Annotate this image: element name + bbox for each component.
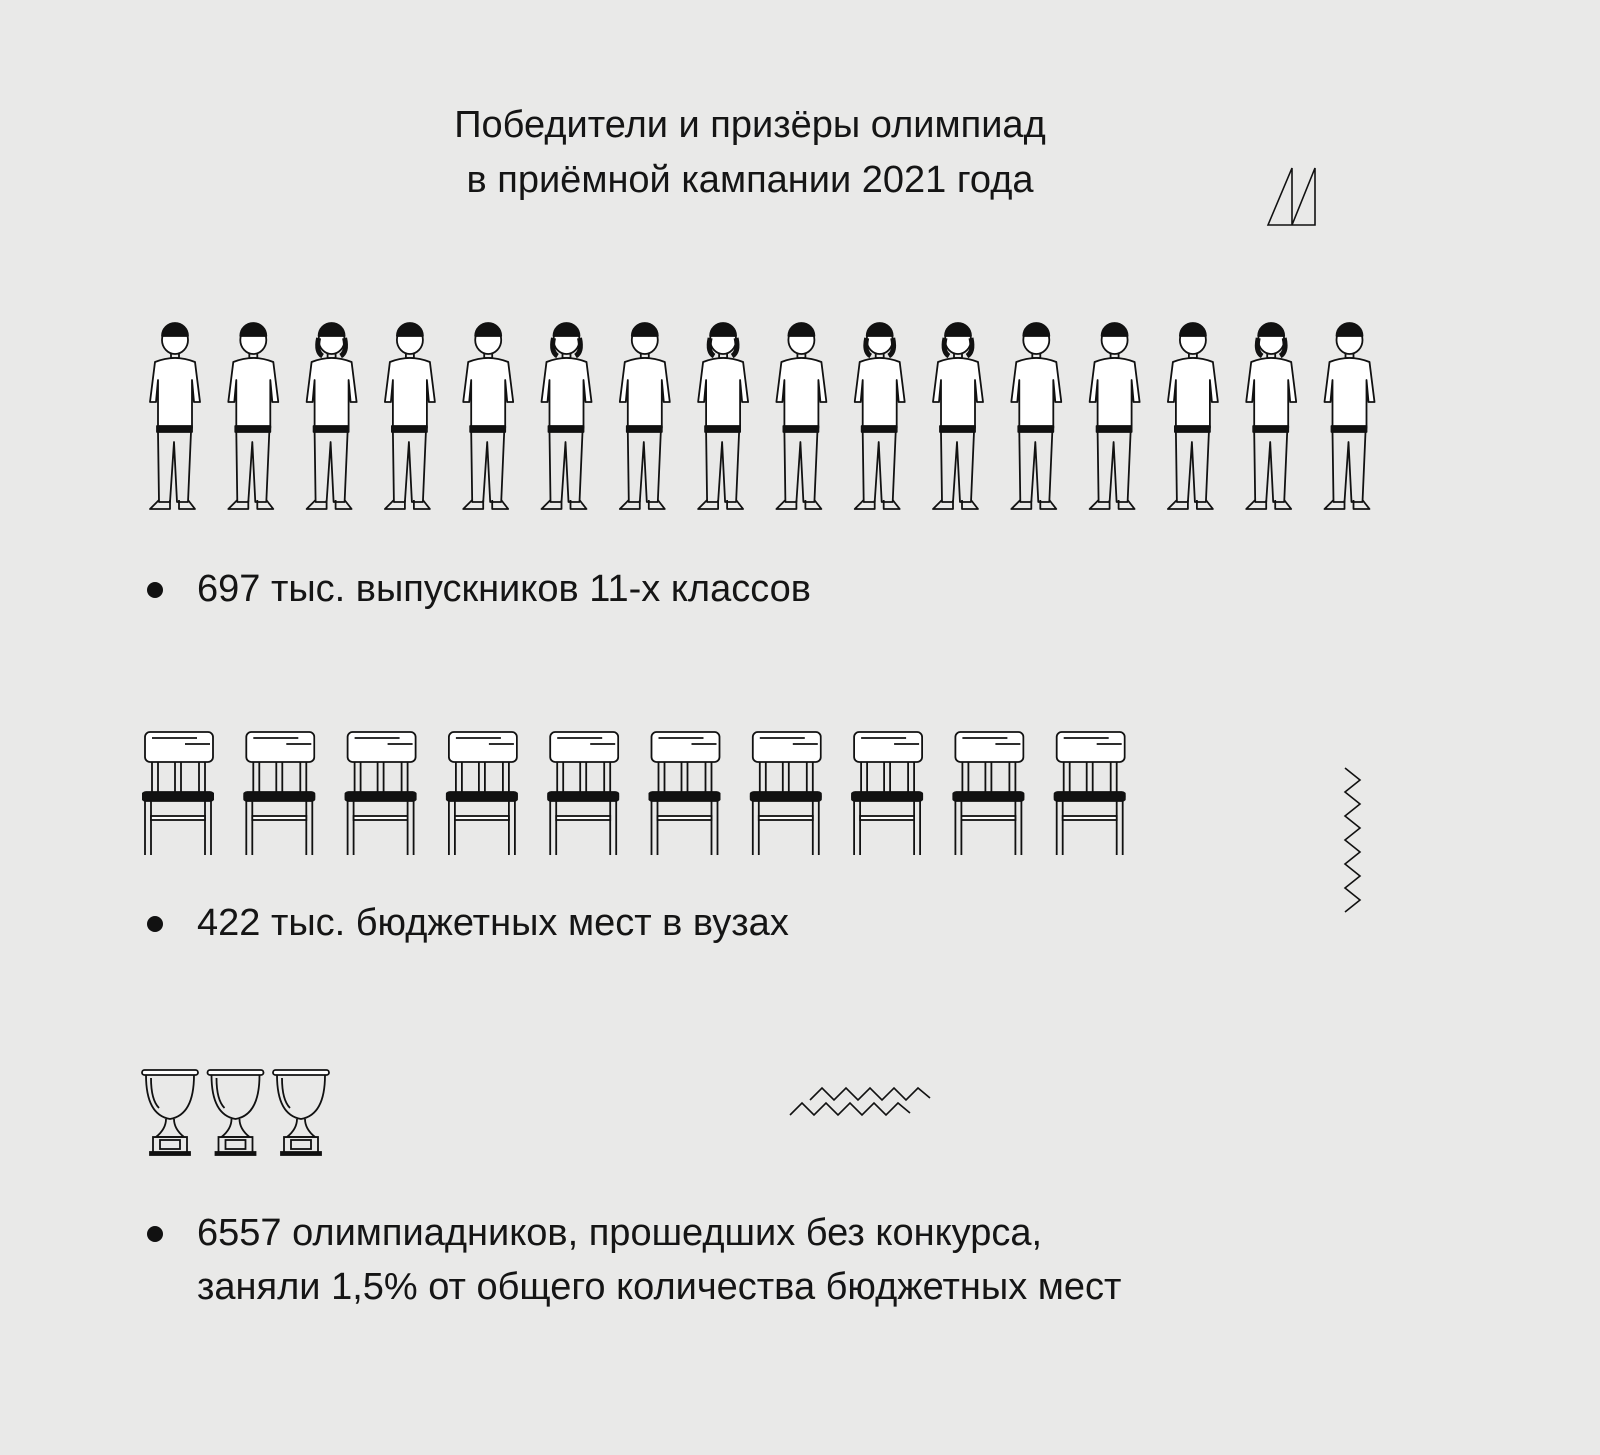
chair-icon	[547, 731, 620, 856]
bullet-dot	[147, 1226, 163, 1242]
chair-icon	[749, 731, 822, 856]
chair-icon	[851, 731, 924, 856]
zigzag-vertical-decoration	[1343, 767, 1362, 913]
student-icon	[1088, 322, 1141, 510]
trophy-icon	[206, 1069, 265, 1156]
student-icon	[1323, 322, 1376, 510]
student-icon	[1246, 323, 1296, 509]
stat-text-line-1: 6557 олимпиадников, прошедших без конкур…	[197, 1212, 1043, 1254]
student-row	[149, 322, 1376, 510]
student-icon	[307, 323, 357, 509]
chair-icon	[243, 731, 316, 856]
chair-icon	[142, 731, 214, 856]
stat-text-line-2: заняли 1,5% от общего количества бюджетн…	[197, 1266, 1122, 1308]
zigzag-horizontal-decoration	[809, 1086, 931, 1102]
chair-icon	[952, 731, 1025, 856]
stat-graduates: 697 тыс. выпускников 11-х классов	[147, 562, 811, 616]
zigzag-horizontal-decoration	[789, 1101, 911, 1117]
chair-icon	[445, 731, 518, 856]
trophy-icon	[272, 1069, 330, 1156]
student-icon	[698, 323, 748, 509]
stat-text: 422 тыс. бюджетных мест в вузах	[197, 902, 789, 944]
chair-icon	[648, 731, 721, 856]
student-icon	[1167, 322, 1219, 510]
student-icon	[775, 322, 828, 510]
title-line-2: в приёмной кампании 2021 года	[466, 159, 1034, 201]
student-icon	[383, 322, 436, 510]
stat-budget-places: 422 тыс. бюджетных мест в вузах	[147, 896, 789, 950]
stat-text: 697 тыс. выпускников 11-х классов	[197, 568, 811, 610]
trophy-row	[141, 1069, 330, 1156]
chair-icon	[344, 731, 417, 856]
student-icon	[1010, 322, 1063, 510]
student-icon	[149, 322, 201, 510]
student-icon	[618, 322, 671, 510]
stat-olympiad-winners: 6557 олимпиадников, прошедших без конкур…	[147, 1206, 1121, 1314]
page-title: Победители и призёры олимпиад в приёмной…	[0, 98, 1500, 208]
bullet-dot	[147, 916, 163, 932]
logo-icon	[1266, 167, 1316, 226]
title-line-1: Победители и призёры олимпиад	[454, 104, 1046, 146]
chair-icon	[1053, 731, 1126, 856]
student-icon	[855, 323, 905, 509]
trophy-icon	[141, 1069, 199, 1156]
student-icon	[542, 323, 592, 509]
student-icon	[462, 322, 515, 510]
bullet-dot	[147, 582, 163, 598]
student-icon	[227, 322, 280, 510]
chair-row	[142, 731, 1126, 856]
student-icon	[933, 323, 983, 509]
